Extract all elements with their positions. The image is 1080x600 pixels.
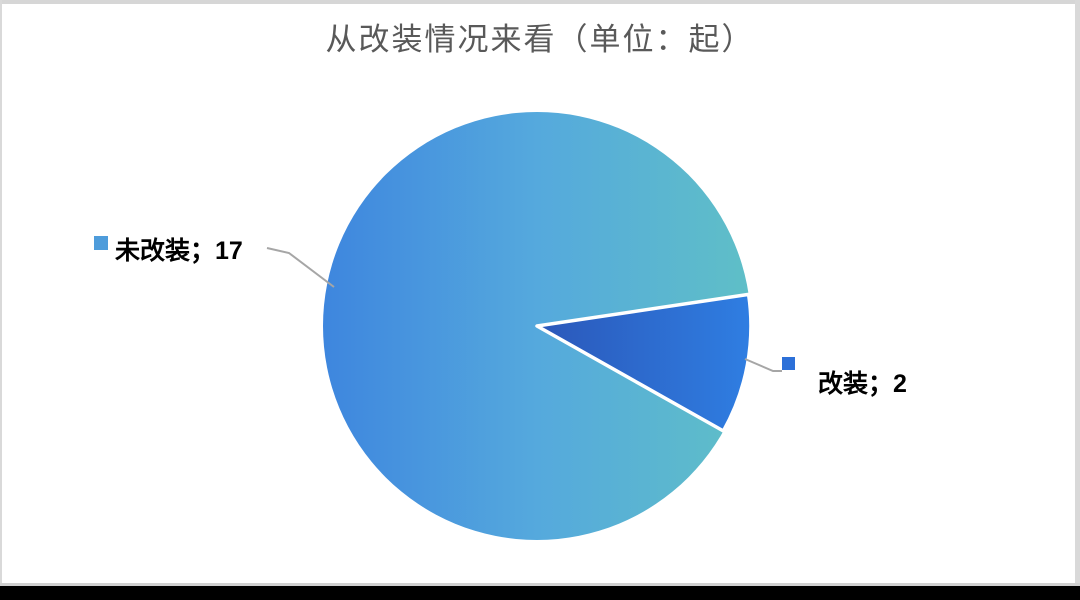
top-border-strip: [0, 0, 1080, 4]
right-border-strip: [1075, 0, 1080, 600]
chart-title: 从改装情况来看（单位：起）: [325, 22, 755, 58]
data-label-small: 改装；2: [818, 370, 907, 398]
leader-line-small: [744, 358, 782, 372]
label-marker-small: [782, 357, 795, 370]
data-label-large: 未改装；17: [115, 237, 243, 265]
bottom-border-line: [0, 583, 1080, 586]
left-border-strip: [0, 0, 2, 600]
leader-line-large: [266, 247, 335, 288]
pie-slice-small: [535, 292, 753, 433]
bottom-bar: [0, 586, 1080, 600]
label-marker-large: [94, 236, 108, 250]
